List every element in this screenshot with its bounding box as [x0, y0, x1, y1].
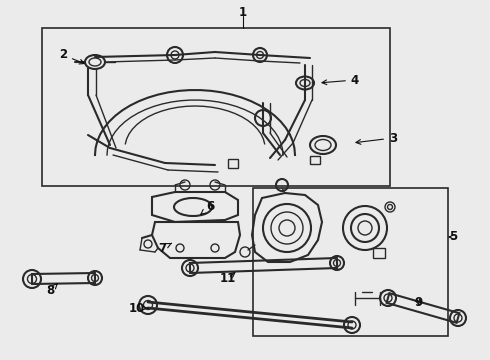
- Bar: [42, 28, 390, 186]
- Bar: [373, 248, 385, 258]
- Bar: [310, 156, 320, 164]
- Text: 1: 1: [239, 5, 247, 18]
- Text: 3: 3: [356, 131, 397, 144]
- Text: 10: 10: [129, 302, 148, 315]
- Bar: [228, 159, 238, 168]
- Text: 2: 2: [59, 49, 84, 64]
- Text: 4: 4: [322, 73, 359, 86]
- Bar: [253, 188, 448, 336]
- Text: 9: 9: [414, 296, 422, 309]
- Text: 5: 5: [449, 230, 457, 243]
- Text: 11: 11: [220, 271, 236, 284]
- Text: 8: 8: [46, 284, 57, 297]
- Text: 6: 6: [201, 201, 214, 215]
- Text: 7: 7: [158, 242, 172, 255]
